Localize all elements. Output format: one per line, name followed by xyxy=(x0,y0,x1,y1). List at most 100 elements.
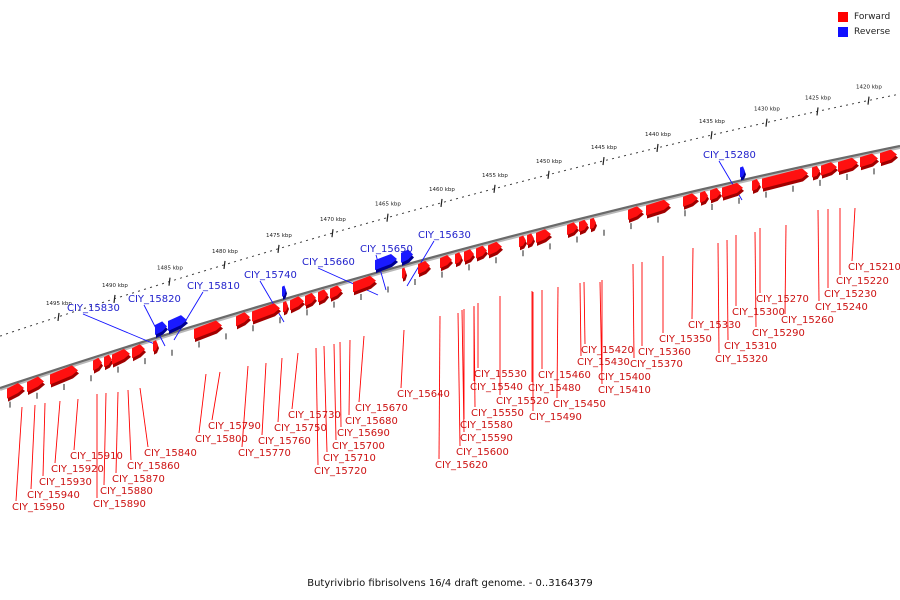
gene-label[interactable]: CIY_15410 xyxy=(598,385,651,396)
gene-label[interactable]: CIY_15400 xyxy=(598,372,651,383)
gene-label[interactable]: CIY_15790 xyxy=(208,421,261,432)
gene-label[interactable]: CIY_15580 xyxy=(460,420,513,431)
gene-label[interactable]: CIY_15300 xyxy=(732,307,785,318)
forward-gene-arrow xyxy=(353,275,376,293)
gene-label[interactable]: CIY_15450 xyxy=(553,399,606,410)
scale-label: 1435 kbp xyxy=(699,119,725,125)
gene-leader-line xyxy=(438,315,441,460)
gene-label[interactable]: CIY_15530 xyxy=(474,369,527,380)
gene-label[interactable]: CIY_15750 xyxy=(274,423,327,434)
forward-gene-arrow xyxy=(838,157,858,172)
gene-label[interactable]: CIY_15660 xyxy=(302,257,355,268)
gene-leader-line xyxy=(717,242,720,354)
gene-label[interactable]: CIY_15640 xyxy=(397,389,450,400)
gene-label[interactable]: CIY_15460 xyxy=(538,370,591,381)
gene-leader-line xyxy=(473,306,476,408)
gene-label[interactable]: CIY_15630 xyxy=(418,230,471,241)
gene-leader-line xyxy=(348,339,351,416)
gene-label[interactable]: CIY_15260 xyxy=(781,315,834,326)
forward-gene-arrow xyxy=(305,292,316,306)
gene-label[interactable]: CIY_15620 xyxy=(435,460,488,471)
gene-label[interactable]: CIY_15870 xyxy=(112,474,165,485)
gene-label[interactable]: CIY_15770 xyxy=(238,448,291,459)
forward-gene-arrow xyxy=(527,233,534,246)
gene-label[interactable]: CIY_15680 xyxy=(345,416,398,427)
gene-leader-line xyxy=(211,371,221,421)
gene-label[interactable]: CIY_15600 xyxy=(456,447,509,458)
gene-label[interactable]: CIY_15320 xyxy=(715,354,768,365)
scale-major-tick xyxy=(867,96,870,105)
scale-major-tick xyxy=(223,260,226,270)
gene-label[interactable]: CIY_15220 xyxy=(836,276,889,287)
gene-label[interactable]: CIY_15860 xyxy=(127,461,180,472)
scale-major-tick xyxy=(331,229,334,238)
gene-label[interactable]: CIY_15690 xyxy=(337,428,390,439)
scale-label: 1440 kbp xyxy=(645,132,671,138)
gene-leader-line xyxy=(784,224,787,315)
scale-major-tick xyxy=(602,156,605,166)
gene-label[interactable]: CIY_15760 xyxy=(258,436,311,447)
scale-major-tick xyxy=(493,184,496,193)
gene-label[interactable]: CIY_15370 xyxy=(630,359,683,370)
gene-label[interactable]: CIY_15360 xyxy=(638,347,691,358)
forward-gene-arrow xyxy=(93,357,102,371)
gene-label[interactable]: CIY_15840 xyxy=(144,448,197,459)
gene-label[interactable]: CIY_15240 xyxy=(815,302,868,313)
gene-label[interactable]: CIY_15920 xyxy=(51,464,104,475)
gene-label[interactable]: CIY_15270 xyxy=(756,294,809,305)
gene-label[interactable]: CIY_15310 xyxy=(724,341,777,352)
gene-leader-line xyxy=(127,389,132,461)
gene-label[interactable]: CIY_15940 xyxy=(27,490,80,501)
forward-gene-arrow xyxy=(455,252,462,265)
gene-label[interactable]: CIY_15650 xyxy=(360,244,413,255)
gene-label[interactable]: CIY_15700 xyxy=(332,441,385,452)
forward-gene-arrow xyxy=(579,219,588,233)
gene-label[interactable]: CIY_15590 xyxy=(460,433,513,444)
gene-label[interactable]: CIY_15720 xyxy=(314,466,367,477)
gene-label[interactable]: CIY_15290 xyxy=(752,328,805,339)
gene-label[interactable]: CIY_15820 xyxy=(128,294,181,305)
gene-leader-line xyxy=(579,282,582,357)
gene-label[interactable]: CIY_15540 xyxy=(470,382,523,393)
gene-label[interactable]: CIY_15350 xyxy=(659,334,712,345)
gene-leader-line xyxy=(54,400,61,464)
legend: Forward Reverse xyxy=(838,9,890,39)
gene-label[interactable]: CIY_15520 xyxy=(496,396,549,407)
gene-label[interactable]: CIY_15330 xyxy=(688,320,741,331)
gene-label[interactable]: CIY_15810 xyxy=(187,281,240,292)
reverse-gene-arrow xyxy=(401,249,413,263)
scale-major-tick xyxy=(386,213,389,222)
gene-label[interactable]: CIY_15910 xyxy=(70,451,123,462)
gene-label[interactable]: CIY_15550 xyxy=(471,408,524,419)
gene-leader-line xyxy=(261,362,267,436)
gene-label[interactable]: CIY_15730 xyxy=(288,410,341,421)
forward-gene-arrow xyxy=(646,199,670,216)
forward-gene-arrow xyxy=(476,245,487,259)
gene-label[interactable]: CIY_15230 xyxy=(824,289,877,300)
gene-label[interactable]: CIY_15480 xyxy=(528,383,581,394)
gene-label[interactable]: CIY_15210 xyxy=(848,262,900,273)
gene-label[interactable]: CIY_15280 xyxy=(703,150,756,161)
scale-major-tick xyxy=(277,244,280,253)
gene-label[interactable]: CIY_15710 xyxy=(323,453,376,464)
gene-label[interactable]: CIY_15950 xyxy=(12,502,65,513)
gene-label[interactable]: CIY_15420 xyxy=(581,345,634,356)
gene-label[interactable]: CIY_15430 xyxy=(577,357,630,368)
gene-leader-line xyxy=(103,392,107,486)
gene-label[interactable]: CIY_15490 xyxy=(529,412,582,423)
gene-label[interactable]: CIY_15740 xyxy=(244,270,297,281)
gene-label[interactable]: CIY_15930 xyxy=(39,477,92,488)
scale-label: 1430 kbp xyxy=(754,107,780,113)
forward-gene-arrow xyxy=(283,300,288,313)
reverse-label: Reverse xyxy=(854,26,891,37)
gene-leader-line xyxy=(339,341,342,428)
gene-label[interactable]: CIY_15670 xyxy=(355,403,408,414)
gene-label[interactable]: CIY_15880 xyxy=(100,486,153,497)
reverse-swatch xyxy=(838,26,848,37)
gene-label[interactable]: CIY_15800 xyxy=(195,434,248,445)
gene-label[interactable]: CIY_15890 xyxy=(93,499,146,510)
gene-label[interactable]: CIY_15830 xyxy=(67,303,120,314)
gene-leader-line xyxy=(632,263,635,359)
genome-backbone xyxy=(0,144,900,390)
forward-gene-arrow xyxy=(153,340,158,352)
